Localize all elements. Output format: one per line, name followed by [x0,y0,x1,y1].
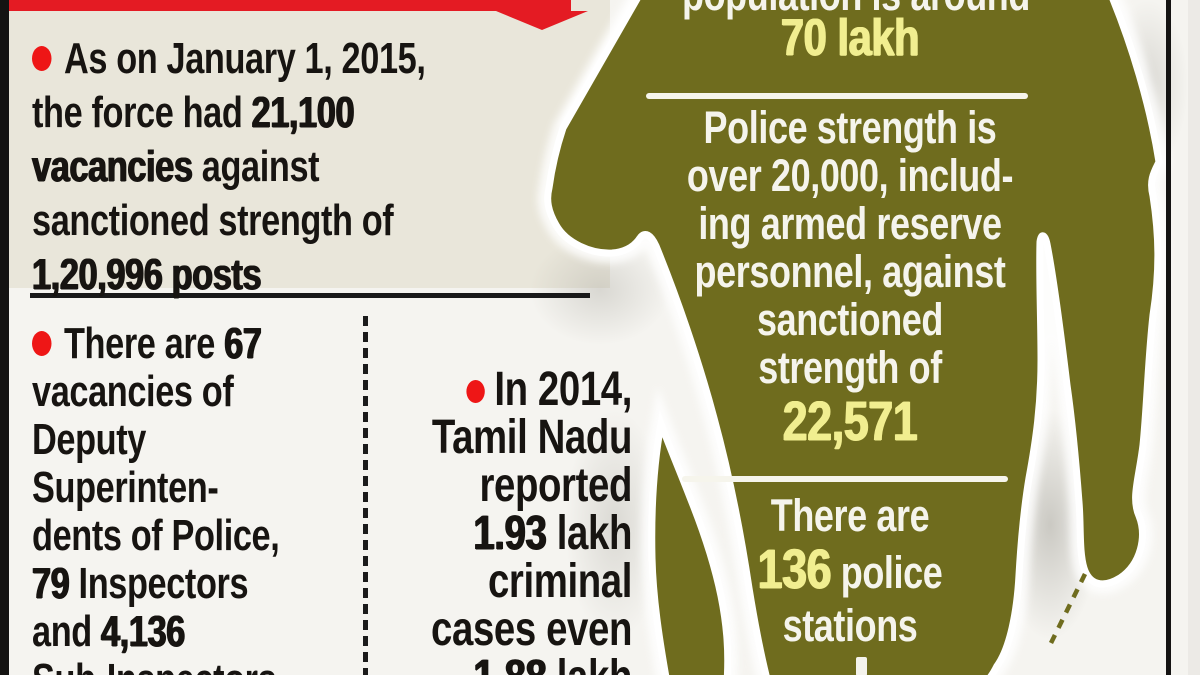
officer-forearm [648,410,732,675]
text-line: and 4,136 [32,608,391,656]
text-line: Police strength is [703,102,997,153]
officer-paragraph: Police strength is over 20,000, includ- … [682,104,1018,392]
stat-number: 1.93 [473,507,547,560]
text: sanctioned strength of [32,196,394,245]
stat-number: 21,100 [251,88,355,137]
text-line: 1,20,996 posts [32,248,625,302]
stat-number: 79 [32,559,70,608]
text-line-partial: 1.88 lakh [368,654,632,675]
dotted-column-divider [363,316,368,675]
text-line: dents of Police, [32,511,280,560]
officer-stations-line1: There are [770,490,930,541]
stat-number: 1,20,996 posts [32,250,262,299]
text-line: over 20,000, includ- [686,150,1014,201]
middle-column: In 2014, Tamil Nadu reported 1.93 lakh c… [368,366,632,675]
baton-dashes-icon [1048,573,1088,644]
text-line: Superinten- [32,463,219,512]
officer-top-partial-line: population is around [682,0,1030,21]
text-line: 79 Inspectors [32,560,391,608]
text-line: sanctioned strength of [32,194,625,248]
text-line: strength of [758,342,942,393]
text-line: the force had 21,100 [32,86,625,140]
text-line: cases even [431,603,632,656]
text: and [32,607,101,656]
stat-70-lakh: 70 lakh [780,9,920,67]
bullet-icon [466,380,485,403]
text-line: criminal [487,555,632,608]
text: There are [63,319,225,368]
text: lakh [546,507,633,560]
left-border [0,0,9,675]
stat-number: 4,136 [100,607,185,656]
text: against [192,142,320,191]
text-line: 1.93 lakh [368,510,632,558]
officer-body [544,0,1163,675]
text-line: ing armed reserve [698,198,1002,249]
bullet-icon [32,46,52,71]
left-column: There are 67 vacancies of Deputy Superin… [32,320,391,675]
summary-box: As on January 1, 2015, the force had 21,… [32,32,625,302]
text-line: There are 67 [32,320,391,368]
cutoff-glyph [856,657,867,675]
officer-stations-line3: stations [782,600,918,651]
text: In 2014, [494,363,632,416]
text: police [831,547,943,598]
red-ribbon-bar [9,0,571,11]
stat-word: vacancies [32,142,193,191]
horizontal-rule [30,293,590,298]
text-line: reported [479,459,632,512]
text-line: sanctioned [756,294,944,345]
cream-panel [9,0,610,288]
text-line: As on January 1, 2015, [32,32,625,86]
text-line: vacancies against [32,140,625,194]
text: As on January 1, 2015, [63,34,426,83]
officer-stations-line2: 136 police [682,540,1018,602]
text-line: In 2014, [368,366,632,414]
stat-22571: 22,571 [782,389,918,452]
text-line: personnel, against [694,246,1006,297]
divider-line [682,476,1008,482]
right-border [1166,0,1171,675]
stat-136: 136 [757,537,832,600]
text-line: Tamil Nadu [431,411,633,464]
text-line: Deputy [32,415,146,464]
stat-number: 1.88 [473,651,547,675]
text-line-partial: Sub-Inspectors [32,656,391,675]
text-line: vacancies of [32,367,234,416]
divider-line [646,93,1028,99]
text: the force had [32,88,252,137]
text: Inspectors [69,559,249,608]
text: lakh [546,651,633,675]
right-edge-strip [1188,0,1200,675]
stat-number: 67 [224,319,262,368]
bullet-icon [32,331,52,356]
red-ribbon-notch [496,11,588,30]
